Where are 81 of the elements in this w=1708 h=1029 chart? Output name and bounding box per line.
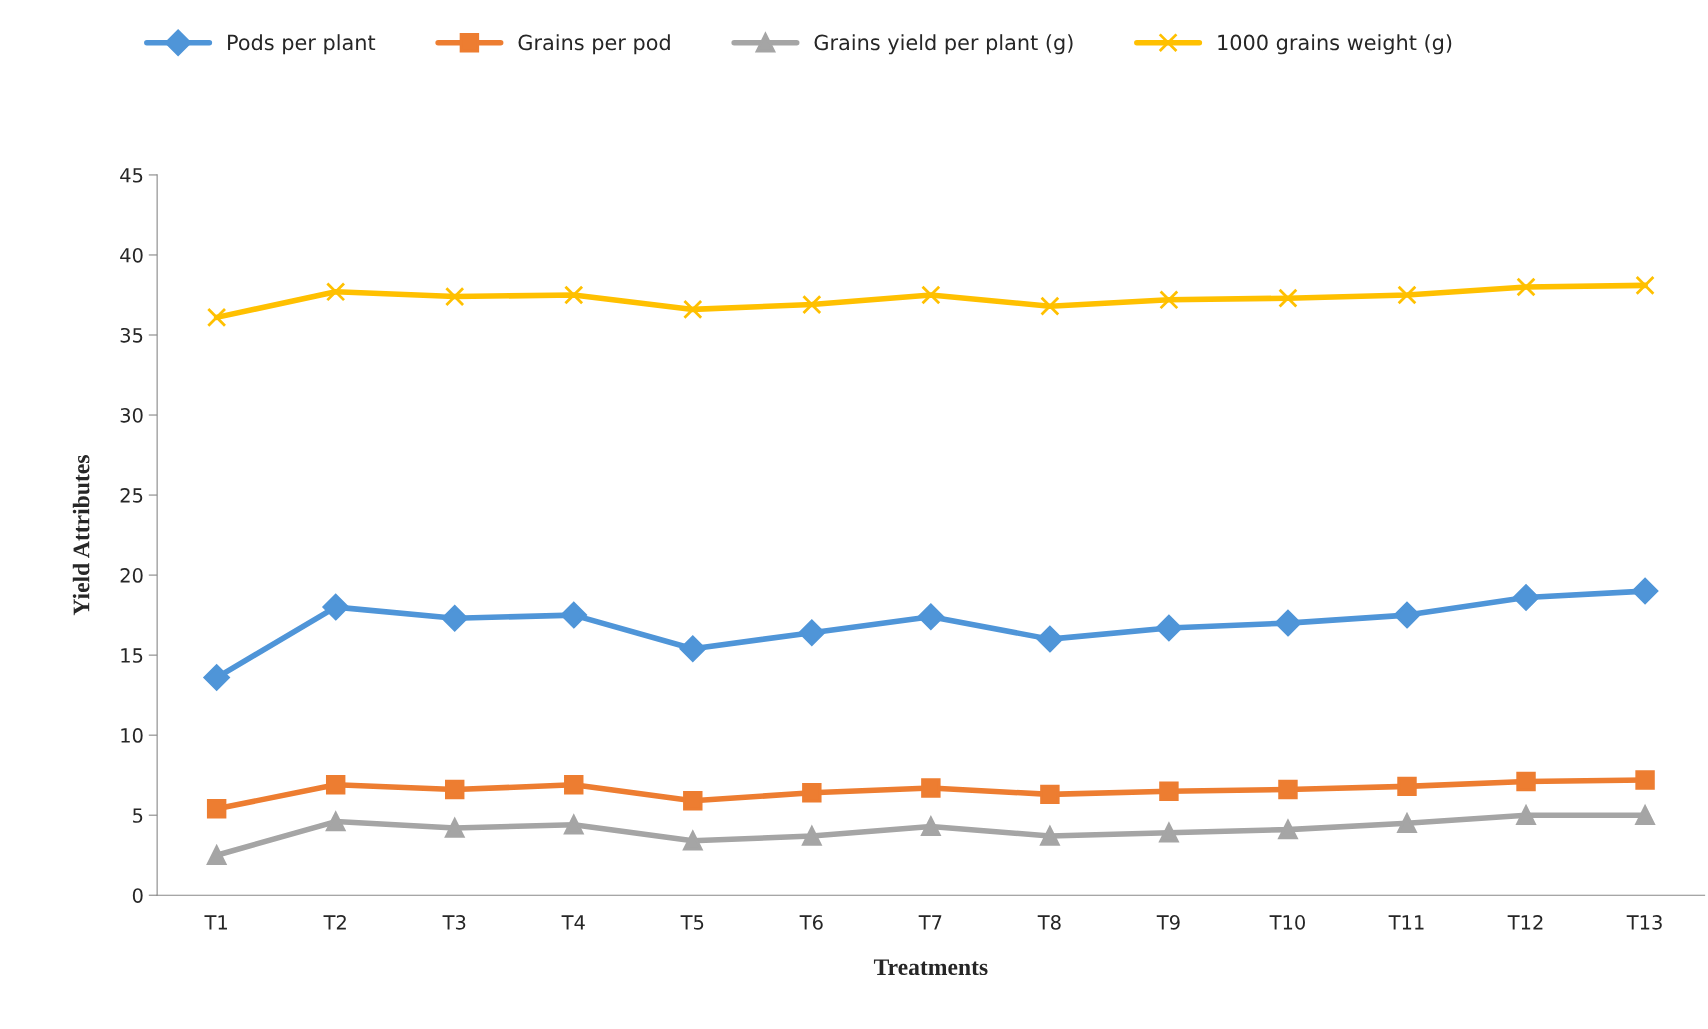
point: [445, 286, 465, 307]
point: [1635, 770, 1655, 790]
point: [1397, 813, 1417, 833]
point: [445, 779, 465, 800]
point: [679, 635, 706, 662]
x-tick-label: T5: [680, 915, 704, 930]
x-tick-label: T12: [1507, 915, 1543, 930]
point: [206, 307, 227, 328]
point: [1278, 288, 1298, 308]
point: [802, 783, 822, 803]
point: [564, 285, 584, 305]
x-tick-label: T1: [204, 915, 227, 930]
y-tick-label: 45: [120, 168, 143, 183]
point: [1278, 779, 1298, 800]
y-tick-label: 30: [120, 407, 143, 423]
point: [1635, 805, 1655, 825]
x-tick-label: T3: [442, 915, 466, 930]
legend-label: 1000 grains weight (g): [1218, 34, 1452, 55]
point: [445, 818, 465, 838]
point: [1159, 781, 1179, 801]
point: [683, 791, 703, 811]
y-tick-label: 35: [120, 327, 143, 343]
point: [560, 601, 587, 629]
point: [917, 603, 945, 630]
point: [441, 605, 468, 632]
point: [203, 664, 230, 691]
point: [1159, 823, 1179, 843]
point: [1040, 784, 1060, 805]
legend-label: Pods per plant: [228, 34, 376, 55]
x-tick-label: T8: [1037, 915, 1061, 930]
point: [564, 815, 584, 835]
point: [1393, 601, 1421, 629]
y-tick-label: 5: [133, 808, 143, 823]
point: [206, 799, 227, 819]
x-tick-label: T7: [918, 915, 942, 930]
x-tick-label: T13: [1626, 915, 1662, 930]
point: [921, 816, 941, 837]
point: [683, 299, 703, 320]
point: [802, 294, 822, 315]
point: [1278, 819, 1298, 840]
point: [1397, 776, 1417, 797]
y-tick-label: 40: [120, 247, 143, 263]
y-tick-label: 25: [120, 488, 143, 503]
point: [564, 775, 584, 795]
point: [921, 285, 941, 305]
y-tick-label: 0: [132, 888, 143, 903]
point: [802, 826, 822, 846]
x-tick-label: T6: [799, 915, 823, 930]
point: [1036, 625, 1064, 653]
point: [1274, 609, 1302, 637]
point: [206, 845, 227, 865]
point: [1635, 275, 1655, 296]
legend-label: Grains yield per plant (g): [814, 34, 1073, 55]
point: [1516, 277, 1536, 297]
point: [683, 831, 703, 851]
point: [921, 778, 941, 798]
point: [325, 775, 346, 795]
point: [798, 619, 825, 646]
y-axis-title: Yield Attributes: [72, 455, 90, 616]
point: [1159, 290, 1179, 310]
legend-label: Grains per pod: [518, 34, 670, 55]
point: [1040, 826, 1060, 846]
point: [1516, 771, 1536, 792]
point: [325, 282, 346, 302]
point: [1516, 805, 1536, 825]
point: [1155, 614, 1183, 642]
x-tick-label: T4: [561, 915, 585, 930]
point: [1512, 584, 1540, 611]
x-tick-label: T9: [1156, 915, 1180, 930]
x-axis-title: Treatments: [873, 959, 988, 976]
x-tick-label: T2: [323, 915, 346, 930]
y-tick-label: 20: [120, 568, 143, 583]
y-tick-label: 10: [121, 728, 143, 743]
point: [1631, 577, 1659, 605]
point: [1040, 296, 1060, 316]
x-tick-label: T10: [1269, 915, 1305, 930]
y-tick-label: 15: [121, 648, 143, 663]
point: [325, 811, 346, 832]
point: [322, 593, 349, 621]
point: [1397, 285, 1417, 305]
x-tick-label: T11: [1388, 915, 1424, 930]
